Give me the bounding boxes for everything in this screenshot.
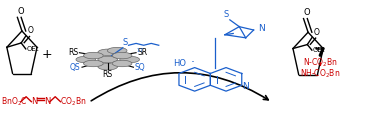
FancyArrowPatch shape xyxy=(91,73,268,101)
Text: S: S xyxy=(223,10,229,19)
Ellipse shape xyxy=(112,52,132,59)
Text: CO$_2$Bn: CO$_2$Bn xyxy=(60,95,87,108)
Ellipse shape xyxy=(112,60,132,67)
Text: +: + xyxy=(42,48,53,61)
Text: O: O xyxy=(17,6,24,16)
Text: QS: QS xyxy=(70,63,81,72)
Ellipse shape xyxy=(98,56,118,63)
Text: O: O xyxy=(303,8,310,17)
Text: $_{17}$: $_{17}$ xyxy=(136,46,144,55)
Text: O: O xyxy=(313,28,319,37)
Ellipse shape xyxy=(98,49,118,56)
Ellipse shape xyxy=(107,47,127,54)
Text: SQ: SQ xyxy=(135,63,146,72)
Ellipse shape xyxy=(76,56,96,63)
Text: HO: HO xyxy=(173,59,186,68)
Text: N: N xyxy=(258,24,265,33)
Text: N-CO$_2$Bn: N-CO$_2$Bn xyxy=(303,57,338,69)
Text: RS: RS xyxy=(103,70,113,79)
Text: S: S xyxy=(122,38,127,47)
Text: O: O xyxy=(27,27,33,35)
Text: OEt: OEt xyxy=(27,46,39,52)
Text: OEt: OEt xyxy=(313,47,325,53)
Ellipse shape xyxy=(84,52,103,59)
Text: RS: RS xyxy=(68,48,78,57)
Ellipse shape xyxy=(120,56,139,63)
Ellipse shape xyxy=(98,63,118,70)
Text: N: N xyxy=(242,82,249,91)
Ellipse shape xyxy=(84,60,103,67)
Text: N: N xyxy=(44,97,50,106)
Text: .: . xyxy=(190,52,194,65)
Text: N: N xyxy=(31,97,38,106)
Text: BnO$_2$C: BnO$_2$C xyxy=(1,95,28,108)
Text: NH-CO$_2$Bn: NH-CO$_2$Bn xyxy=(300,68,340,80)
Text: SR: SR xyxy=(137,48,147,57)
